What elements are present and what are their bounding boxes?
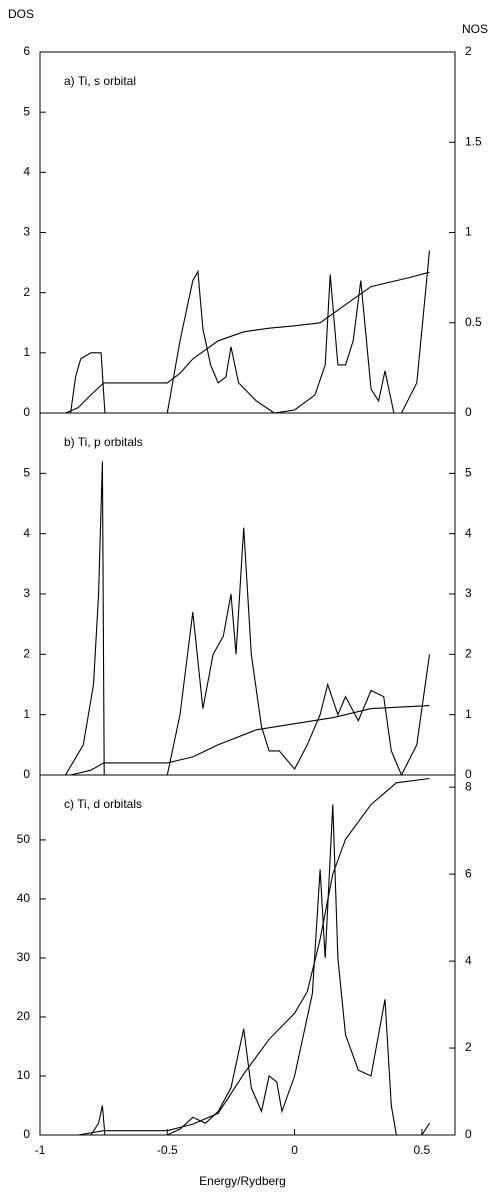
y2-tick-label: 2 [465, 44, 472, 58]
y-tick-label: 2 [23, 647, 30, 661]
panel-label: b) Ti, p orbitals [64, 435, 143, 449]
y2-tick-label: 0 [465, 405, 472, 419]
y2-tick-label: 1 [465, 225, 472, 239]
nos-line [70, 705, 430, 776]
plot-frame [39, 774, 456, 1136]
nos-line [65, 271, 430, 414]
dos-line [40, 804, 430, 1136]
panel-label: a) Ti, s orbital [64, 74, 136, 88]
y-tick-label: 0 [23, 1127, 30, 1141]
y2-tick-label: 0 [465, 1127, 472, 1141]
y-tick-label: 5 [23, 104, 30, 118]
y-tick-label: 20 [17, 1009, 31, 1023]
y-tick-label: 10 [17, 1068, 31, 1082]
y-tick-label: 3 [23, 225, 30, 239]
y-axis-title: DOS [8, 7, 34, 21]
y-tick-label: 50 [17, 832, 31, 846]
y2-tick-label: 4 [465, 526, 472, 540]
y-tick-label: 6 [23, 44, 30, 58]
y-tick-label: 4 [23, 526, 30, 540]
y-tick-label: 1 [23, 707, 30, 721]
y2-tick-label: 1 [465, 707, 472, 721]
y2-tick-label: 1.5 [465, 134, 482, 148]
y2-tick-label: 0 [465, 767, 472, 781]
y2-tick-label: 0.5 [465, 315, 482, 329]
dos-line [40, 461, 431, 777]
y2-tick-label: 3 [465, 586, 472, 600]
y2-tick-label: 8 [465, 779, 472, 793]
x-tick-label: -0.5 [157, 1143, 178, 1157]
y2-tick-label: 5 [465, 466, 472, 480]
y2-tick-label: 6 [465, 866, 472, 880]
x-tick-label: 0.5 [414, 1143, 431, 1157]
y2-tick-label: 4 [465, 953, 472, 967]
x-tick-label: -1 [35, 1143, 46, 1157]
plot-frame [39, 51, 456, 414]
x-axis-title: Energy/Rydberg [199, 1174, 286, 1188]
y2-tick-label: 2 [465, 1040, 472, 1054]
y-tick-label: 40 [17, 891, 31, 905]
nos-line [78, 777, 430, 1136]
y-tick-label: 0 [23, 405, 30, 419]
dos-line [40, 250, 431, 414]
y2-tick-label: 2 [465, 647, 472, 661]
y-tick-label: 4 [23, 165, 30, 179]
y-tick-label: 0 [23, 767, 30, 781]
x-tick-label: 0 [291, 1143, 298, 1157]
y-tick-label: 2 [23, 285, 30, 299]
panel-label: c) Ti, d orbitals [64, 797, 142, 811]
y-tick-label: 3 [23, 586, 30, 600]
y-tick-label: 30 [17, 950, 31, 964]
y-tick-label: 5 [23, 466, 30, 480]
y-tick-label: 1 [23, 345, 30, 359]
y2-axis-title: NOS [462, 22, 488, 36]
